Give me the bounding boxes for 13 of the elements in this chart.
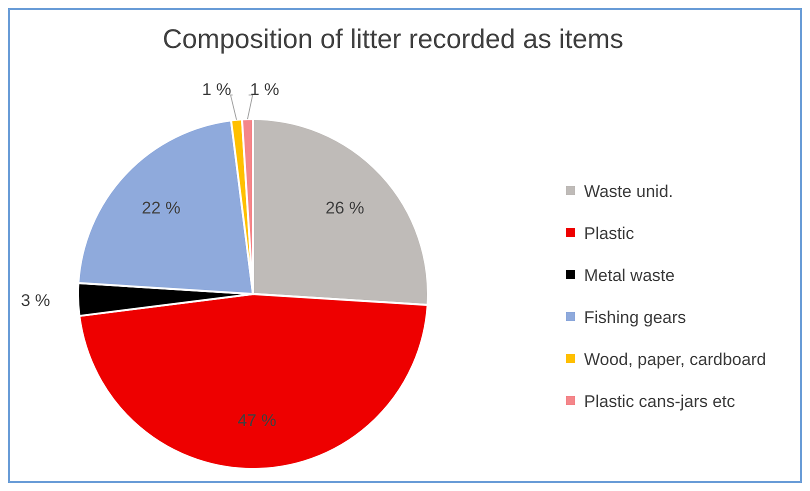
data-label: 1 % bbox=[202, 80, 232, 99]
legend-label: Plastic cans-jars etc bbox=[584, 392, 736, 411]
legend-label: Fishing gears bbox=[584, 308, 686, 327]
chart-title: Composition of litter recorded as items bbox=[162, 24, 624, 54]
legend-label: Plastic bbox=[584, 224, 635, 243]
legend-label: Metal waste bbox=[584, 266, 675, 285]
legend-label: Wood, paper, cardboard bbox=[584, 350, 766, 369]
data-label: 22 % bbox=[142, 198, 181, 218]
data-label: 26 % bbox=[325, 198, 364, 218]
legend-label: Waste unid. bbox=[584, 182, 674, 201]
data-label: 3 % bbox=[20, 291, 50, 310]
data-label: 1 % bbox=[250, 80, 280, 99]
data-label: 47 % bbox=[238, 410, 276, 430]
